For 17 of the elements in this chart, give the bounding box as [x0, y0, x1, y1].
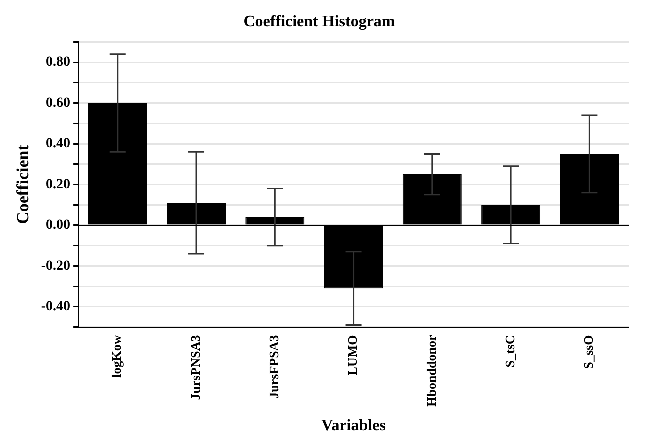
chart-title: Coefficient Histogram — [244, 14, 396, 31]
x-tick-label: S_tsC — [502, 335, 518, 368]
y-tick-label: -0.40 — [41, 300, 71, 315]
x-tick-label: S_ssO — [581, 335, 596, 370]
y-tick-label: 0.80 — [46, 55, 71, 70]
y-axis-title: Coefficient — [14, 144, 33, 224]
y-tick-label: 0.60 — [46, 96, 71, 111]
y-tick-label: -0.20 — [41, 258, 71, 274]
y-tick-label: 0.40 — [46, 136, 71, 152]
x-tick-label: Hbonddonor — [424, 335, 439, 407]
x-axis-title: Variables — [322, 418, 386, 435]
x-tick-label: JursFPSA3 — [266, 334, 282, 399]
x-tick-label: logKow — [109, 334, 124, 378]
x-tick-label: JursPNSA3 — [188, 334, 203, 400]
y-tick-label: 0.00 — [46, 218, 71, 234]
x-tick-label: LUMO — [345, 335, 360, 376]
y-tick-label: 0.20 — [46, 177, 71, 192]
